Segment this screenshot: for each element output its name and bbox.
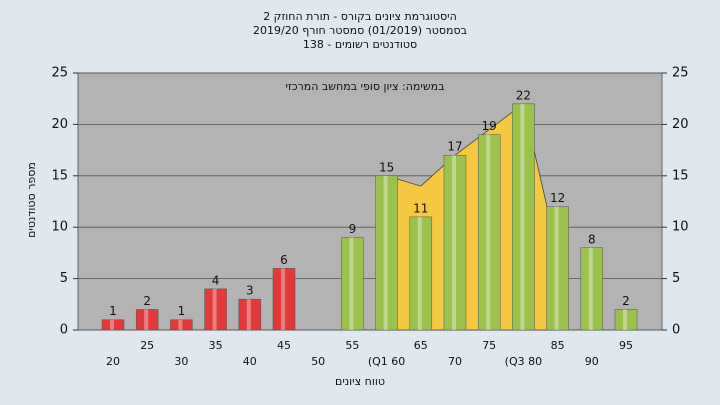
bar [614, 309, 638, 331]
x-axis-label: טווח ציונים [335, 375, 385, 388]
y-tick-label: 25 [51, 66, 68, 81]
bar-shine [486, 134, 491, 330]
bar [375, 175, 398, 331]
bar-shine [588, 247, 593, 330]
x-tick-label: 65 [414, 339, 428, 352]
chart-subtitle: סטודנטים רשומים - 138 [303, 38, 417, 51]
x-tick-label: 85 [551, 339, 565, 352]
value-label: 11 [413, 201, 428, 215]
y2-tick-label: 25 [672, 66, 689, 81]
bar-shine [246, 299, 251, 330]
bar [477, 134, 501, 331]
bar-shine [144, 309, 149, 330]
x-tick-label: 30 [174, 355, 188, 368]
bar-shine [281, 268, 285, 330]
chart-subtitle: בסמסטר (01/2019) סמסטר חורף 2019/20 [253, 24, 467, 37]
y-tick-label: 10 [51, 220, 68, 235]
value-label: 8 [588, 232, 596, 246]
bar-shine [383, 175, 388, 330]
bar [101, 319, 125, 331]
value-label: 4 [212, 273, 220, 287]
x-tick-label: 75 [482, 339, 496, 352]
value-label: 9 [349, 222, 357, 236]
value-label: 12 [550, 191, 565, 205]
bar [170, 319, 193, 331]
bar-shine [452, 155, 456, 330]
y2-tick-label: 20 [672, 117, 689, 132]
bar [272, 268, 296, 331]
chart-title: היסטוגרמת ציונים בקורס - תורת החוזק 2 [263, 10, 457, 23]
value-label: 1 [109, 304, 117, 318]
bar [546, 206, 569, 331]
value-label: 2 [622, 294, 630, 308]
bar-shine [554, 206, 559, 330]
x-tick-label: 20 [106, 355, 120, 368]
y-tick-label: 15 [51, 168, 68, 183]
x-tick-label: 25 [140, 339, 154, 352]
bar [341, 237, 364, 331]
value-label: 17 [447, 140, 462, 154]
value-label: 22 [516, 88, 531, 102]
bar-shine [110, 319, 114, 330]
bar-shine [178, 319, 183, 330]
plot-area [77, 72, 663, 331]
value-label: 1 [178, 304, 186, 318]
y-tick-label: 5 [60, 271, 68, 286]
bar-shine [417, 216, 422, 330]
bar [580, 247, 604, 331]
y2-tick-label: 0 [672, 323, 680, 338]
bar [409, 216, 433, 331]
bar [135, 309, 159, 331]
annotation: במשימה: ציון סופי במחשב המרכזי [285, 80, 444, 93]
y-tick-label: 0 [60, 323, 68, 338]
bar [204, 288, 227, 331]
value-label: 2 [143, 294, 151, 308]
bar [512, 103, 535, 331]
value-label: 6 [280, 253, 288, 267]
y2-tick-label: 15 [672, 168, 689, 183]
x-tick-label: (Q3 80 [505, 355, 542, 368]
x-tick-label: 70 [448, 355, 462, 368]
x-tick-label: 55 [345, 339, 359, 352]
value-label: 3 [246, 284, 254, 298]
bar-shine [623, 309, 627, 330]
value-label: 19 [482, 119, 497, 133]
x-tick-label: 50 [311, 355, 325, 368]
x-tick-label: 40 [243, 355, 257, 368]
x-tick-label: (Q1 60 [368, 355, 405, 368]
bar-shine [349, 237, 354, 330]
y2-tick-label: 5 [672, 271, 680, 286]
bar [238, 298, 262, 331]
value-label: 15 [379, 160, 394, 174]
x-tick-label: 95 [619, 339, 633, 352]
x-tick-label: 90 [585, 355, 599, 368]
bar-shine [212, 288, 217, 330]
y-axis-label: מספר סטודנטים [25, 162, 38, 238]
bar [443, 154, 467, 331]
bar-shine [520, 103, 525, 330]
y-tick-label: 20 [51, 117, 68, 132]
x-tick-label: 35 [209, 339, 223, 352]
x-tick-label: 45 [277, 339, 291, 352]
y2-tick-label: 10 [672, 220, 689, 235]
